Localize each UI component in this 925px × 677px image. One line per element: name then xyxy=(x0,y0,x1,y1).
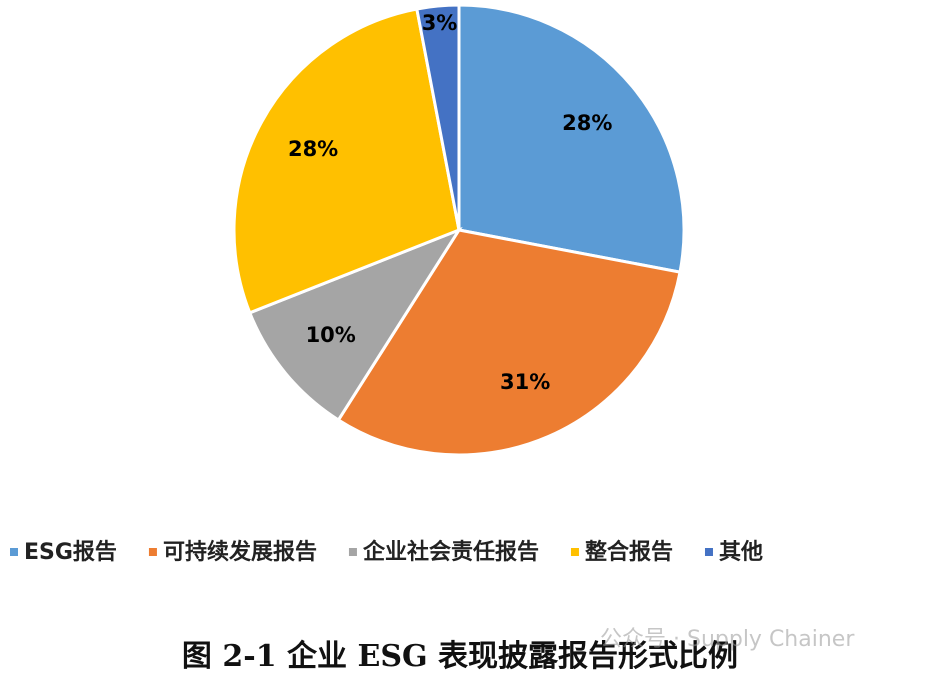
legend-swatch xyxy=(570,548,579,556)
pie-slice xyxy=(232,7,461,315)
legend-swatch xyxy=(348,548,357,556)
legend-label: 企业社会责任报告 xyxy=(362,539,539,565)
legend-label: 整合报告 xyxy=(585,539,673,565)
data-label: 31% xyxy=(500,370,550,394)
legend: ESG报告 可持续发展报告 企业社会责任报告 整合报告 其他 xyxy=(10,539,763,565)
pie-slice xyxy=(457,3,686,274)
legend-label: 可持续发展报告 xyxy=(163,539,317,565)
legend-label: 其他 xyxy=(719,540,763,565)
chart-title: 图 2-1 企业 ESG 表现披露报告形式比例 xyxy=(182,639,738,674)
pie-slice xyxy=(415,3,461,231)
data-label: 10% xyxy=(306,323,356,347)
data-label: 28% xyxy=(288,137,338,161)
data-label: 3% xyxy=(422,11,458,35)
watermark: 公众号 · Supply Chainer xyxy=(600,627,855,652)
legend-swatch xyxy=(148,548,157,556)
legend-swatch xyxy=(704,548,713,556)
legend-label: ESG报告 xyxy=(24,540,117,565)
pie: 28% 31% 10% 28% 3% xyxy=(232,3,686,457)
data-label: 28% xyxy=(562,111,612,135)
legend-swatch xyxy=(10,548,18,556)
pie-slice xyxy=(247,226,463,423)
